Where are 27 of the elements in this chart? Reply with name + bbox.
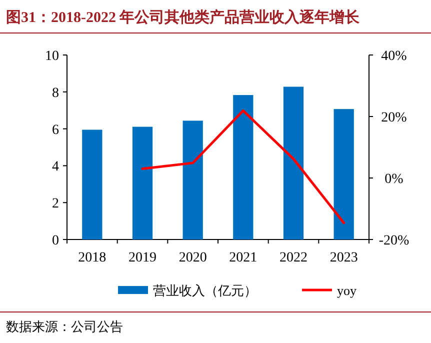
- x-tick-label: 2018: [78, 250, 106, 266]
- x-tick-label: 2019: [128, 250, 156, 266]
- legend-label: 营业收入（亿元）: [153, 283, 257, 298]
- y-tick-label: 0: [52, 234, 59, 248]
- legend-label: yoy: [337, 283, 357, 298]
- y-tick-label: 8: [52, 86, 59, 101]
- chart-title: 图31：2018-2022 年公司其他类产品营业收入逐年增长: [6, 9, 361, 26]
- x-tick-label: 2022: [280, 250, 308, 266]
- bar: [182, 120, 203, 240]
- y-tick-label: 10: [45, 49, 59, 64]
- bar: [82, 130, 102, 240]
- y-tick-label: 2: [52, 196, 59, 212]
- y-tick-label: 4: [52, 160, 59, 175]
- x-tick-label: 2020: [178, 250, 207, 266]
- bar: [283, 86, 304, 240]
- y2-tick-label: 20%: [381, 110, 408, 126]
- y2-tick-label: 0%: [384, 172, 404, 187]
- y2-tick-label: 40%: [381, 49, 408, 64]
- x-tick-label: 2021: [229, 250, 258, 266]
- y2-tick-label: -20%: [378, 234, 410, 248]
- y-tick-label: 6: [52, 122, 59, 138]
- bar: [233, 95, 254, 240]
- bar: [132, 126, 153, 240]
- x-tick-label: 2023: [330, 250, 358, 266]
- bar: [334, 109, 354, 240]
- source-note: 数据来源：公司公告: [6, 319, 123, 334]
- line-series: [141, 109, 346, 224]
